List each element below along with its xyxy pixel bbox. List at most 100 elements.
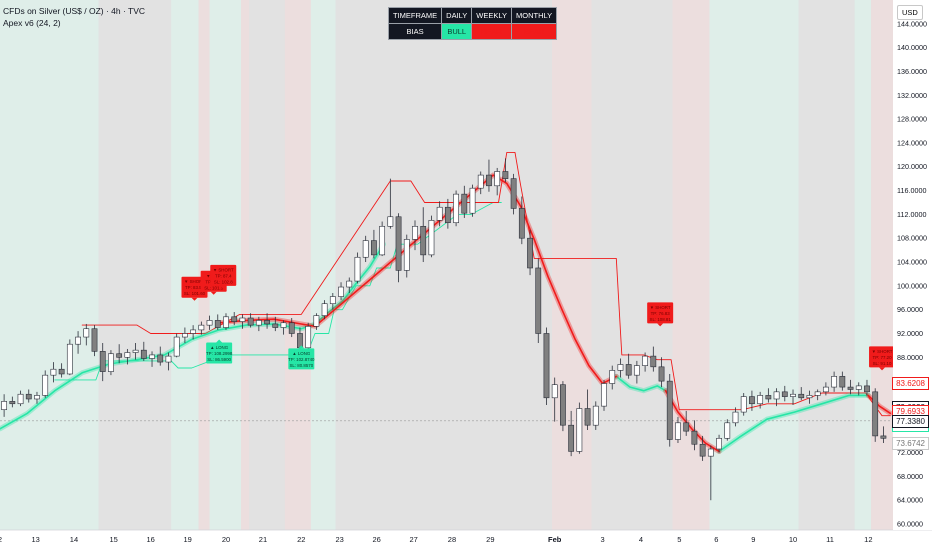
candle-body [477, 174, 484, 189]
price-tick-label: 72.0000 [897, 448, 923, 457]
candle-body [132, 349, 139, 353]
signal-text: TP: 83.55 [185, 285, 205, 290]
signal-text: ▼ SHORT [184, 279, 205, 284]
time-tick-label: 12 [864, 535, 872, 544]
bias-band [249, 0, 285, 530]
bias-header-timeframe: TIMEFRAME [387, 7, 443, 24]
candle-body [157, 354, 164, 363]
signal-box [210, 264, 237, 286]
signal-box [869, 346, 896, 368]
candle-body [609, 370, 616, 384]
time-tick-label: 2 [0, 535, 2, 544]
time-tick-label: 5 [677, 535, 681, 544]
bear-ribbon [218, 174, 618, 385]
candle-body [469, 187, 476, 214]
bias-table: TIMEFRAME DAILY WEEKLY MONTHLY BIAS BULL… [387, 7, 558, 40]
time-tick-label: 15 [110, 535, 118, 544]
price-tick-label: 100.0000 [897, 281, 927, 290]
time-tick-label: 13 [31, 535, 39, 544]
bias-daily-value: BULL [441, 23, 473, 40]
price-tick-label: 88.0000 [897, 353, 923, 362]
candle-body [486, 174, 492, 187]
candle-body [313, 315, 320, 327]
candle-body [198, 324, 205, 331]
indicator-label[interactable]: Apex v6 (24, 2) [3, 18, 61, 28]
signal-text: TP: 76.83 [651, 311, 671, 316]
candle-body [50, 368, 57, 376]
bias-header-daily: DAILY [441, 7, 473, 24]
candle-body [633, 365, 640, 376]
trailing-stop-lines [0, 151, 893, 422]
candle-body [124, 352, 131, 358]
candle-body [461, 193, 468, 214]
candle-body [305, 326, 312, 349]
currency-button[interactable]: USD [897, 5, 923, 20]
candle-body [781, 391, 788, 397]
candle-body [790, 393, 796, 397]
candle-body [740, 396, 747, 413]
signal-text: SL: 108.81 [650, 317, 672, 322]
price-tick-label: 108.0000 [897, 234, 927, 243]
candle-body [527, 237, 533, 269]
candle-body [642, 355, 648, 366]
bias-band [871, 0, 893, 530]
price-tick-label: 144.0000 [897, 19, 927, 28]
candlestick-series [1, 158, 887, 501]
candle-body [403, 239, 410, 271]
bull-ribbon [718, 394, 870, 453]
candle-body [699, 443, 706, 457]
candle-body [420, 225, 427, 256]
signal-text: ▼ SHORT [213, 267, 234, 272]
candle-body [190, 329, 197, 334]
candle-body [543, 333, 550, 399]
candle-body [724, 422, 731, 439]
candle-body [831, 376, 838, 388]
bias-band [0, 0, 99, 530]
candle-body [502, 171, 509, 179]
time-tick-label: 9 [751, 535, 755, 544]
candle-body [839, 376, 846, 388]
symbol-title[interactable]: CFDs on Silver (US$ / OZ) · 4h · TVC [3, 6, 146, 16]
price-tick-label: 68.0000 [897, 472, 923, 481]
candle-body [412, 225, 418, 240]
candle-body [182, 333, 188, 338]
candle-body [617, 364, 624, 371]
candle-body [551, 384, 558, 399]
candle-body [338, 286, 344, 297]
bias-band [310, 0, 336, 530]
signal-text: ▲ LONG [210, 345, 229, 350]
signal-text: TP: 102.8740 [288, 357, 315, 362]
signal-text: ▲ LONG [292, 351, 311, 356]
signal-pointer [220, 285, 227, 289]
candle-body [362, 240, 369, 258]
candle-body [806, 395, 813, 399]
time-tick-label: 4 [639, 535, 643, 544]
candle-body [379, 225, 386, 256]
price-tick-label: 112.0000 [897, 210, 926, 219]
candle-body [231, 316, 238, 322]
candle-body [116, 353, 123, 358]
candle-body [510, 178, 517, 209]
price-tick-label: 60.0000 [897, 520, 923, 529]
candle-body [650, 355, 657, 368]
candle-body [880, 435, 887, 439]
candle-body [9, 401, 16, 405]
signal-box [647, 302, 674, 324]
time-axis[interactable]: 2 13 14 15 16 19 20 21 22 23 26 27 28 29 Feb 3 4 5 6 9 10 11 1… [0, 529, 932, 550]
signal-box [288, 348, 315, 370]
candle-body [749, 396, 755, 405]
candle-body [691, 430, 698, 445]
candle-body [560, 384, 566, 426]
time-tick-label: 28 [448, 535, 456, 544]
signal-text: ▼ SHORT [650, 305, 671, 310]
candle-body [255, 320, 262, 326]
price-axis[interactable]: 60.000064.000068.000072.000076.000080.00… [893, 0, 932, 530]
candle-body [568, 424, 575, 452]
candle-body [149, 354, 155, 359]
signal-text: TP: 108.2998 [206, 351, 233, 356]
candle-body [666, 380, 673, 440]
bear-ribbon [664, 389, 720, 453]
